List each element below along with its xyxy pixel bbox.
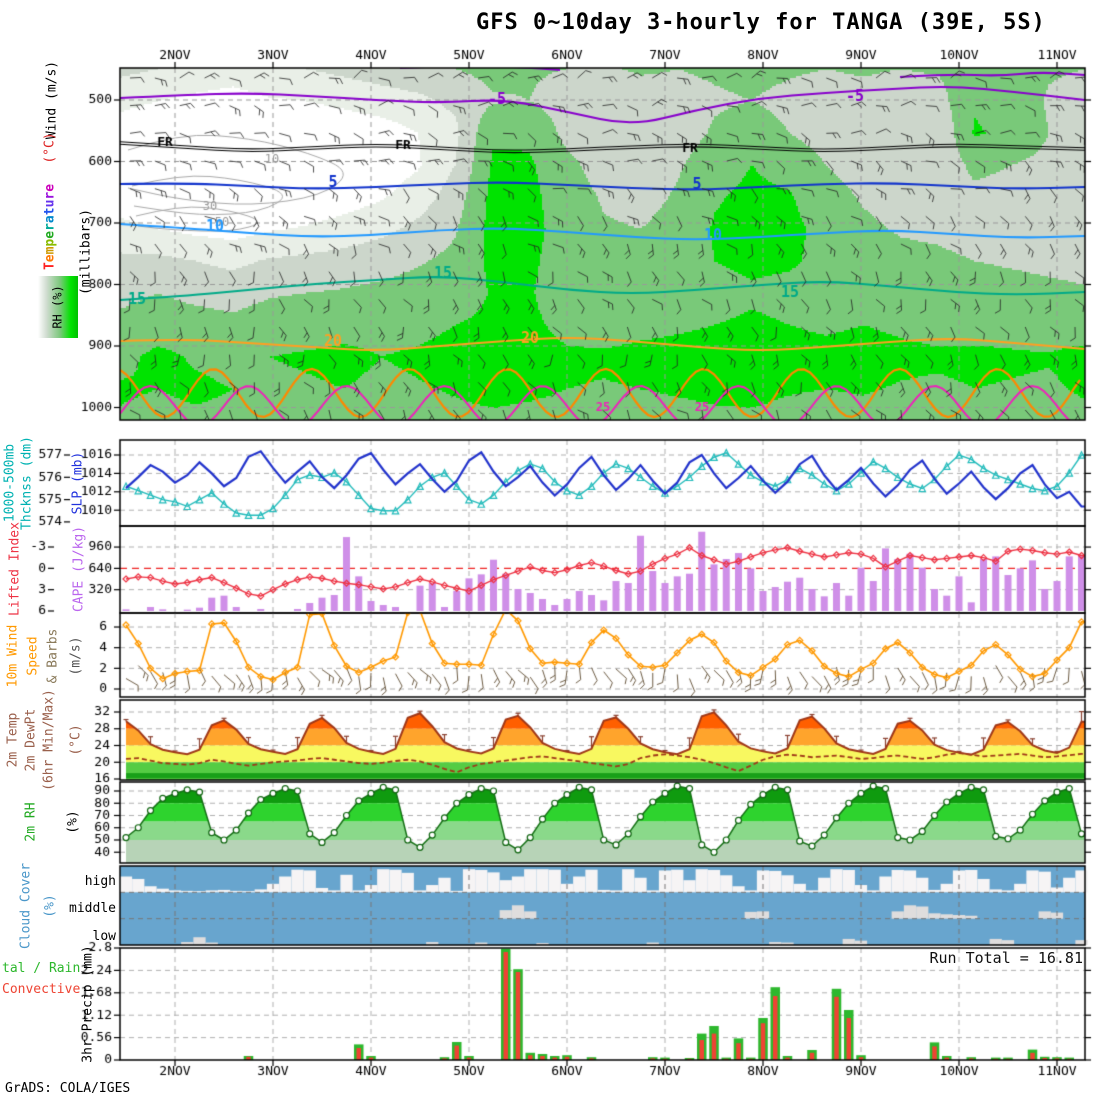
grads-credit: GrADS: COLA/IGES [5,1081,131,1096]
temp2m-axis-label-1: 2m Temp [5,712,21,768]
chart-title: GFS 0~10day 3-hourly for TANGA (39E, 5S) [476,10,1046,35]
wind10m-axis-label-2: Speed [25,636,41,676]
cloud-unit-label: (%) [42,894,58,918]
slp-axis-label: SLP (mb) [70,451,86,515]
temp-unit-label: (°C) [42,132,58,164]
millibars-axis-label: (millibars) [78,208,94,296]
thickness-axis-label-1: 1000-500mb [2,443,18,523]
thickness-axis-label-2: Thcknss (dm) [19,436,35,530]
rh-legend-label: RH (%) [51,285,66,329]
cloud-row-high-label: high [84,874,116,889]
wind10m-axis-label-4: (m/s) [68,636,84,676]
wind-axis-label: Wind (m/s) [44,60,60,140]
run-total: Run Total = 16.81 [929,949,1083,967]
cloud-row-middle-label: middle [69,901,116,916]
cape-axis-label: CAPE (J/kg) [71,525,87,613]
cloud-row-low-label: low [92,929,116,944]
lifted-index-axis-label: Lifted Index [7,522,23,616]
precip-legend-total: tal / Rain [2,961,81,976]
temp2m-axis-label-2: 2m DewPt [23,708,39,772]
wind10m-axis-label-3: & Barbs [45,628,61,684]
rh2m-axis-label: 2m RH [23,802,39,842]
rh-legend: RH (%) [38,276,78,338]
cloud-axis-label: Cloud Cover [18,862,34,950]
precip-legend-convective: Convective [2,982,81,997]
rh2m-unit-label: (%) [65,810,81,834]
temperature-axis-label: Temperature [42,183,58,271]
wind10m-axis-label-1: 10m Wind [5,624,21,688]
temp2m-axis-label-3: (6hr Min/Max) [41,689,57,791]
temp2m-unit-label: (°C) [68,724,84,756]
precip-axis-label: 3hr Precip (mm) [80,945,96,1063]
